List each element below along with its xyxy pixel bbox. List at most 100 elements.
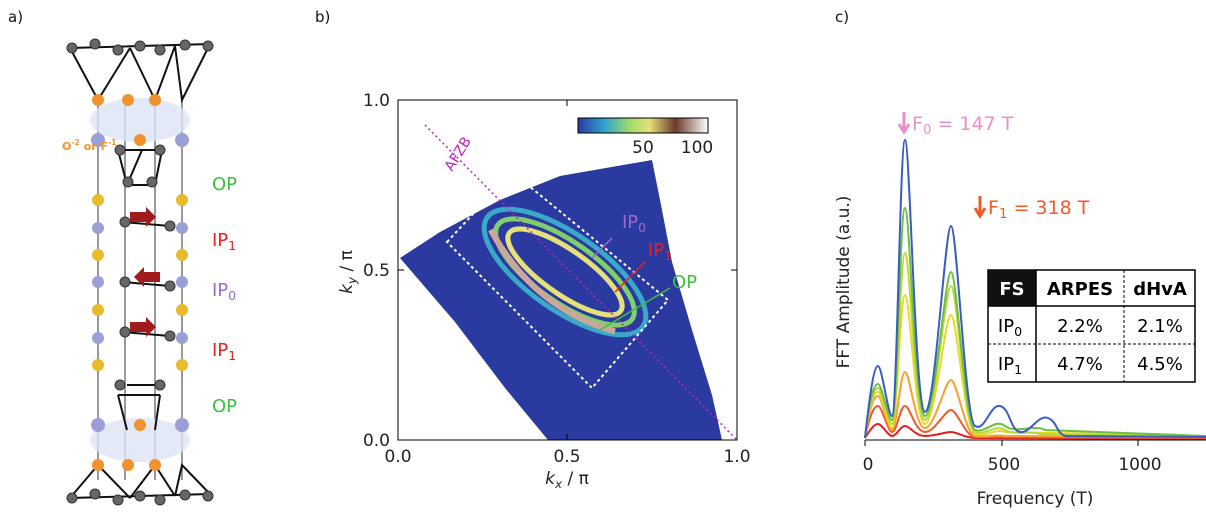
decoration — [149, 94, 161, 106]
decoration — [154, 379, 166, 391]
text-part: / π — [337, 250, 357, 277]
decoration — [400, 160, 722, 440]
decoration — [176, 194, 188, 206]
decoration — [92, 359, 104, 371]
text-part: IP — [622, 212, 638, 233]
decoration — [130, 317, 156, 337]
text-part: 1 — [1014, 362, 1022, 377]
decoration — [864, 422, 1206, 440]
panel-label: c) — [835, 8, 849, 26]
table-cell: 2.2% — [1057, 316, 1103, 337]
text-part: F — [912, 113, 923, 135]
decoration — [864, 138, 1206, 440]
decoration — [146, 176, 158, 188]
text-part: k — [545, 469, 556, 489]
decoration — [90, 418, 190, 462]
x-axis-label: kx / π — [545, 469, 589, 491]
panel-c: c) 0 500 1000 Frequency (T) FFT Amplitud… — [834, 8, 1206, 509]
decoration — [119, 326, 131, 338]
text-part: O — [62, 140, 71, 153]
decoration — [164, 280, 176, 292]
decoration — [445, 170, 670, 390]
panel-label: a) — [8, 8, 23, 26]
text-part: or F — [80, 140, 108, 153]
text-part: 1 — [999, 207, 1007, 222]
decoration — [134, 267, 160, 287]
decoration — [134, 419, 146, 431]
y-tick-label: 0.5 — [363, 261, 390, 281]
text-part: F — [988, 197, 999, 219]
text-part: y — [345, 276, 359, 285]
layer-label: IP1 — [212, 230, 236, 253]
decoration — [176, 359, 188, 371]
decoration — [599, 287, 671, 331]
text-part: IP — [648, 240, 664, 261]
decoration — [973, 196, 987, 219]
colorbar-tick-label: 50 — [632, 138, 654, 158]
decoration — [591, 237, 613, 259]
zone-label: AFZB — [442, 134, 475, 174]
decoration — [154, 44, 166, 56]
decoration — [66, 42, 78, 54]
decoration — [175, 133, 189, 147]
decoration — [92, 194, 104, 206]
decoration — [114, 144, 126, 156]
text-part: k — [337, 283, 357, 294]
text-part: IP — [212, 230, 228, 251]
decoration — [114, 379, 126, 391]
x-tick-label: 0.0 — [384, 447, 411, 467]
table-header: dHvA — [1133, 279, 1187, 300]
table-cell: 4.5% — [1137, 354, 1183, 375]
text-part: x — [554, 477, 563, 491]
table: FS ARPES dHvA IP0 2.2% 2.1% IP1 4.7% 4.5… — [987, 269, 1196, 383]
text-part: 1 — [228, 238, 236, 253]
panel-a: a) — [8, 8, 237, 506]
decoration — [117, 384, 161, 431]
table-cell: 4.7% — [1057, 354, 1103, 375]
x-tick-label: 0.5 — [553, 447, 580, 467]
text-part: IP — [212, 340, 228, 361]
decoration — [175, 418, 189, 432]
decoration — [91, 418, 105, 432]
y-tick-label: 1.0 — [363, 91, 390, 111]
decoration — [577, 117, 709, 134]
decoration — [119, 276, 131, 288]
x-tick-label: 1.0 — [723, 447, 750, 467]
table-cell: IP0 — [998, 316, 1022, 339]
text-part: = 147 T — [931, 113, 1013, 135]
decoration — [134, 490, 146, 502]
layer-label: IP0 — [212, 280, 236, 303]
table-header: FS — [999, 279, 1024, 300]
decoration — [176, 222, 188, 234]
y-tick-label: 0.0 — [363, 431, 390, 451]
decoration — [92, 249, 104, 261]
y-axis-label: FFT Amplitude (a.u.) — [834, 196, 854, 369]
decoration — [112, 494, 124, 506]
text-part: OP — [212, 174, 237, 195]
decoration — [154, 144, 166, 156]
decoration — [864, 138, 1206, 439]
decoration — [92, 222, 188, 344]
text-part: 0 — [923, 123, 931, 138]
decoration — [69, 43, 211, 104]
decoration — [130, 207, 160, 337]
decoration — [481, 206, 649, 338]
text-part: 1 — [664, 248, 672, 263]
table-cell: IP1 — [998, 354, 1022, 377]
decoration — [130, 207, 156, 227]
decoration — [122, 459, 134, 471]
oxygen-label: O-2 or F-1 — [62, 138, 117, 153]
decoration — [91, 133, 105, 147]
decoration — [897, 112, 911, 135]
panel-b: b) 50 100 AFZB 0.0 0.5 1.0 0.0 0.5 1.0 k… — [315, 8, 751, 491]
layer-label: OP — [212, 174, 237, 195]
decoration — [122, 176, 134, 188]
decoration — [90, 98, 190, 142]
x-axis-label: Frequency (T) — [977, 489, 1094, 509]
table-header: ARPES — [1047, 279, 1113, 300]
x-tick-label: 0 — [863, 455, 874, 475]
decoration — [179, 39, 191, 51]
peak-label: F1 = 318 T — [988, 197, 1090, 222]
decoration — [864, 206, 1206, 439]
